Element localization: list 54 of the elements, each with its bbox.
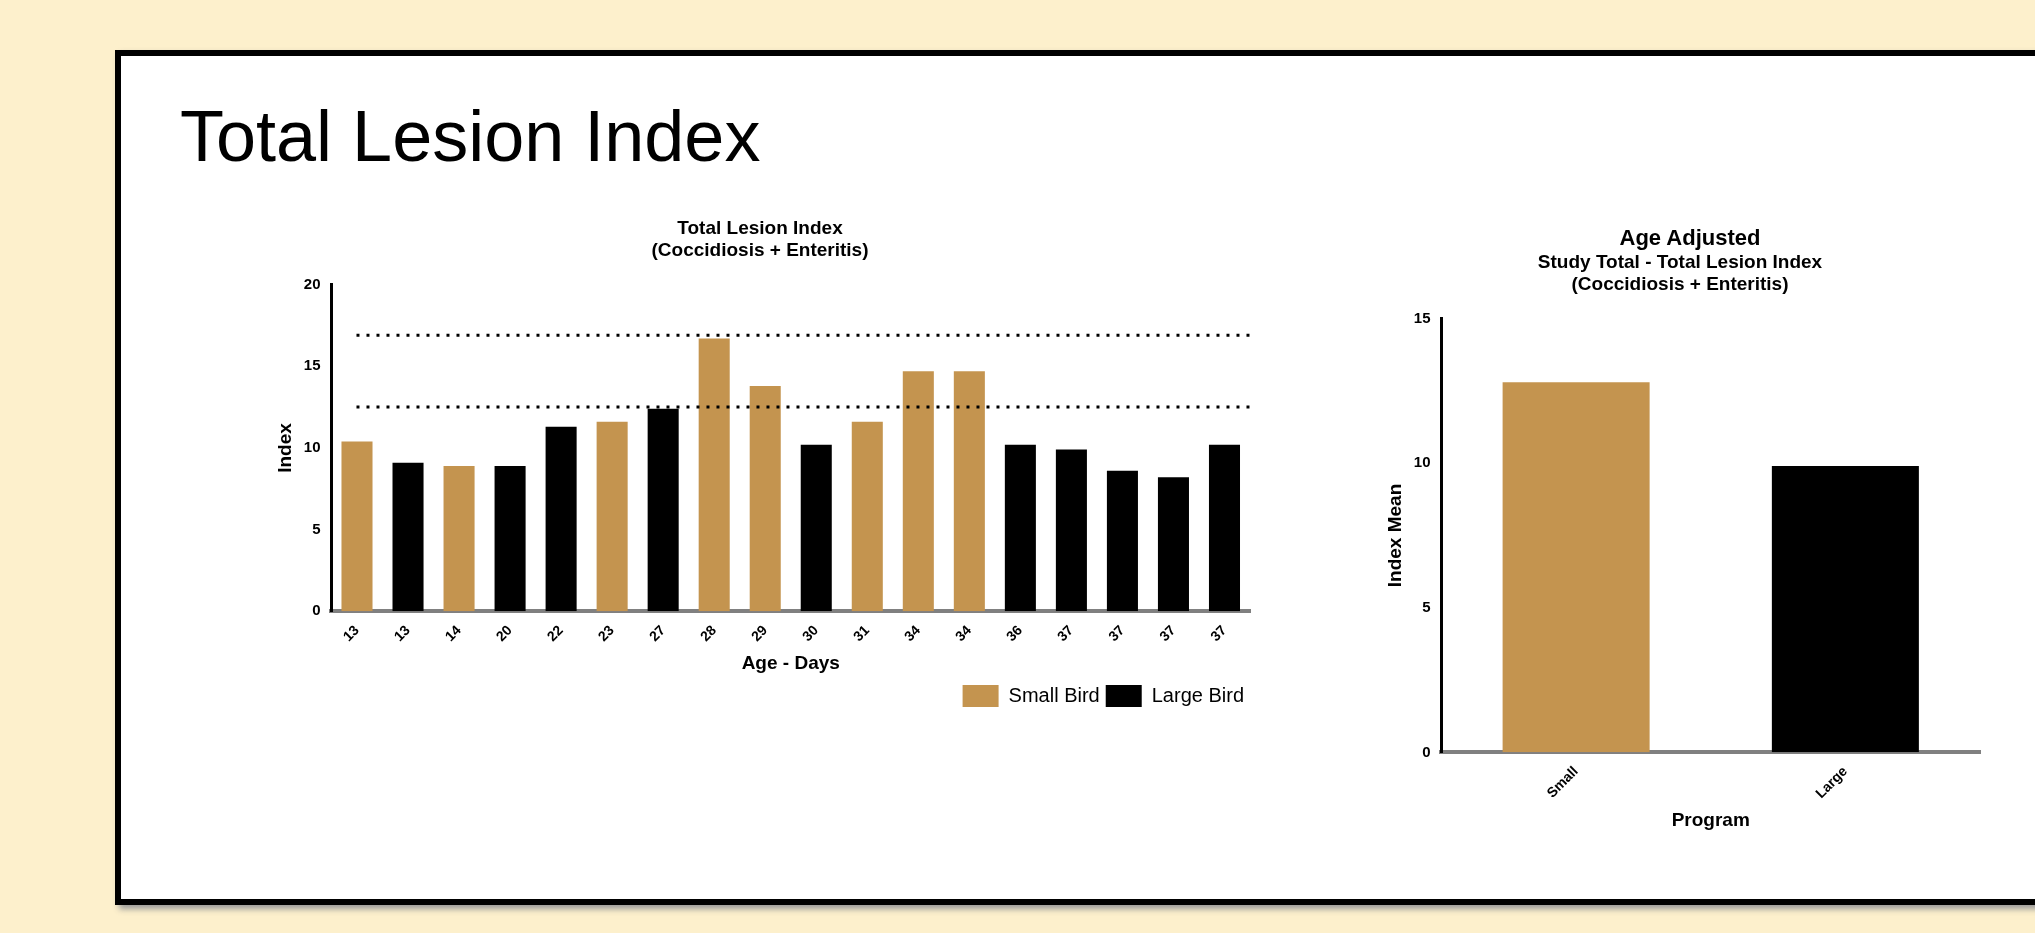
bar xyxy=(1055,449,1087,612)
x-axis-title: Age - Days xyxy=(741,651,840,673)
bar xyxy=(545,426,577,612)
bar xyxy=(341,441,373,612)
x-tick-label: 28 xyxy=(696,621,720,645)
legend-label: Large Bird xyxy=(1151,683,1245,706)
chart-subtitle: Study Total - Total Lesion Index (Coccidiosis + Enteritis) xyxy=(1537,250,1823,295)
x-tick-label: 29 xyxy=(747,621,771,645)
y-tick-label: 0 xyxy=(312,601,321,619)
x-tick-label: 31 xyxy=(849,621,873,645)
bar xyxy=(494,465,526,612)
chart-title: Total Lesion Index xyxy=(180,95,762,177)
x-axis-title: Program xyxy=(1671,808,1750,830)
bar xyxy=(1004,444,1036,612)
x-tick-label: 37 xyxy=(1155,621,1179,645)
x-tick-label: 20 xyxy=(492,621,516,645)
bar xyxy=(1157,477,1189,612)
y-tick-label: 20 xyxy=(303,274,321,292)
bar xyxy=(749,385,781,612)
x-tick-label: 22 xyxy=(543,621,567,645)
x-tick-label: 14 xyxy=(441,621,465,645)
bar xyxy=(443,465,475,612)
x-tick-label: 13 xyxy=(339,621,362,645)
bar xyxy=(1106,470,1138,612)
y-axis-title: Index Mean xyxy=(1383,483,1405,588)
bar xyxy=(902,371,934,612)
x-tick-label: 36 xyxy=(1002,621,1026,645)
bar xyxy=(698,338,730,612)
bar xyxy=(953,371,985,612)
x-tick-label: 34 xyxy=(900,621,924,645)
x-tick-label: 23 xyxy=(594,621,618,645)
y-axis-title: Index xyxy=(273,422,295,473)
bar xyxy=(392,462,424,612)
y-tick-label: 15 xyxy=(1413,308,1431,326)
y-tick-label: 5 xyxy=(1422,597,1431,615)
x-tick-label: 37 xyxy=(1104,621,1128,645)
bar xyxy=(851,421,883,612)
chart-subtitle: Total Lesion Index (Coccidiosis + Enteritis) xyxy=(651,216,869,261)
bar xyxy=(596,421,628,612)
legend-label: Small Bird xyxy=(1008,683,1100,706)
x-tick-label: 13 xyxy=(390,621,414,645)
y-tick-label: 5 xyxy=(312,519,321,537)
y-tick-label: 15 xyxy=(303,356,321,374)
y-tick-label: 10 xyxy=(303,438,321,456)
y-tick-label: 10 xyxy=(1413,453,1431,471)
chart-title: Age Adjusted xyxy=(1618,225,1762,251)
x-tick-label: 37 xyxy=(1053,621,1077,645)
x-tick-label: 30 xyxy=(798,621,822,645)
bar xyxy=(1208,444,1241,612)
bar xyxy=(800,444,832,612)
x-tick-label: 37 xyxy=(1207,621,1230,645)
x-tick-label: 34 xyxy=(951,621,975,645)
y-tick-label: 0 xyxy=(1422,742,1431,760)
x-tick-label: 27 xyxy=(645,621,669,645)
